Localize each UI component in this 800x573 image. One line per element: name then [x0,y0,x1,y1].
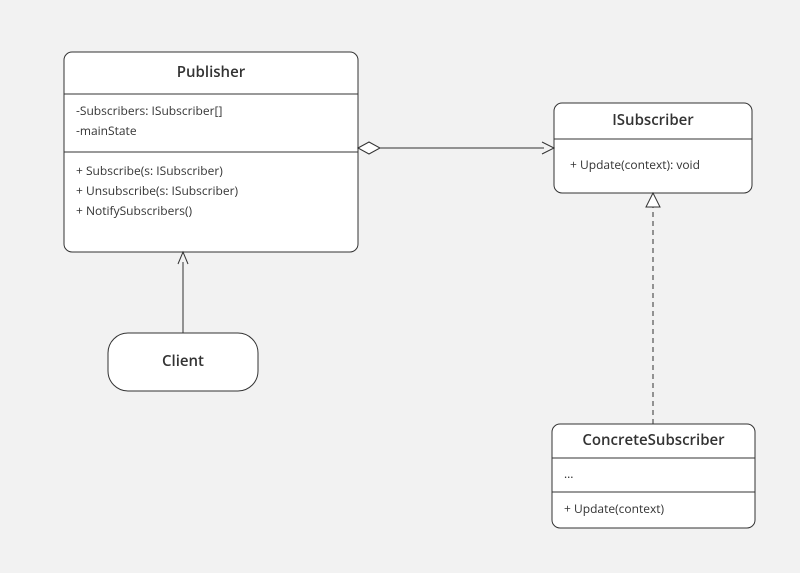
publisher-method-0: + Subscribe(s: ISubscriber) [76,162,223,179]
concrete-attr-0: ... [564,465,573,482]
isubscriber-method-0: + Update(context): void [570,156,700,173]
uml-diagram: Publisher -Subscribers: ISubscriber[] -m… [0,0,800,573]
edge-client-to-publisher [178,252,188,333]
edge-concrete-to-isubscriber [646,193,660,424]
edge-publisher-to-isubscriber [358,142,554,154]
client-title: Client [162,351,204,371]
concrete-method-0: + Update(context) [564,500,665,517]
client-class-box: Client [108,333,258,391]
publisher-class-box: Publisher -Subscribers: ISubscriber[] -m… [64,52,358,252]
publisher-method-1: + Unsubscribe(s: ISubscriber) [76,182,239,199]
concrete-title: ConcreteSubscriber [582,430,725,450]
isubscriber-title: ISubscriber [612,110,694,130]
publisher-title: Publisher [177,62,246,82]
publisher-attr-1: -mainState [76,122,137,139]
concrete-subscriber-class-box: ConcreteSubscriber ... + Update(context) [552,424,755,528]
publisher-attr-0: -Subscribers: ISubscriber[] [76,102,222,119]
isubscriber-interface-box: ISubscriber + Update(context): void [554,103,752,193]
publisher-method-2: + NotifySubscribers() [76,202,193,219]
